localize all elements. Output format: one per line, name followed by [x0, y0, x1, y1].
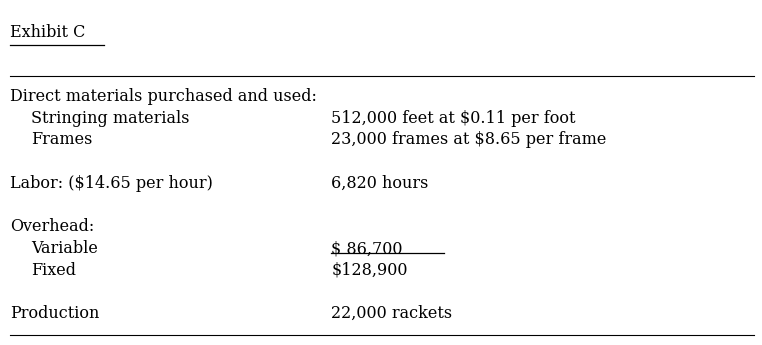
Text: $ 86,700: $ 86,700 [331, 240, 403, 257]
Text: Exhibit C: Exhibit C [10, 24, 85, 41]
Text: 23,000 frames at $8.65 per frame: 23,000 frames at $8.65 per frame [331, 131, 607, 148]
Text: 512,000 feet at $0.11 per foot: 512,000 feet at $0.11 per foot [331, 110, 576, 127]
Text: Frames: Frames [31, 131, 93, 148]
Text: Variable: Variable [31, 240, 98, 257]
Text: 22,000 rackets: 22,000 rackets [331, 305, 453, 322]
Text: Stringing materials: Stringing materials [31, 110, 190, 127]
Text: $128,900: $128,900 [331, 262, 408, 279]
Text: Fixed: Fixed [31, 262, 76, 279]
Text: Labor: ($14.65 per hour): Labor: ($14.65 per hour) [10, 175, 213, 192]
Text: 6,820 hours: 6,820 hours [331, 175, 429, 192]
Text: Overhead:: Overhead: [10, 218, 94, 235]
Text: Production: Production [10, 305, 99, 322]
Text: Direct materials purchased and used:: Direct materials purchased and used: [10, 88, 317, 105]
